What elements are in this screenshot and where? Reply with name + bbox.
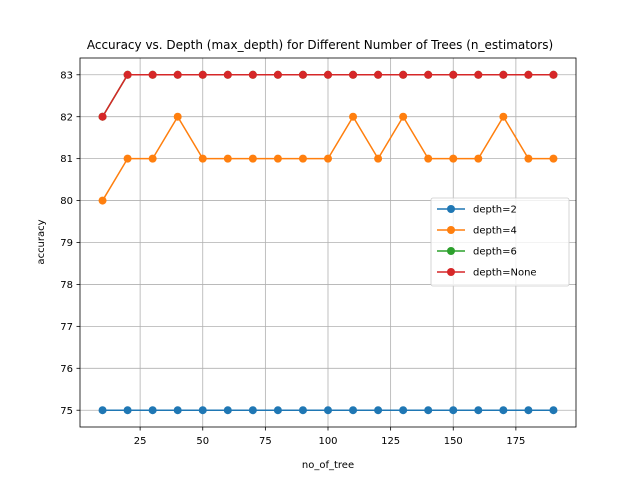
- data-point: [324, 70, 332, 79]
- data-point: [298, 154, 307, 163]
- data-point: [374, 154, 383, 163]
- legend-label: depth=None: [473, 268, 537, 279]
- data-point: [223, 406, 232, 415]
- data-point: [173, 406, 182, 415]
- data-point: [223, 154, 232, 163]
- data-point: [449, 154, 458, 163]
- data-point: [424, 154, 433, 163]
- data-point: [549, 154, 558, 163]
- data-point: [524, 154, 533, 163]
- data-point: [148, 70, 157, 79]
- data-point: [524, 70, 533, 79]
- legend-label: depth=6: [473, 247, 517, 258]
- data-point: [98, 406, 107, 415]
- legend-items: depth=2 depth=4 depth=6 depth=None: [437, 205, 537, 279]
- data-point: [298, 70, 307, 79]
- data-point: [349, 406, 358, 415]
- data-point: [324, 406, 332, 415]
- data-point: [273, 70, 282, 79]
- data-point: [198, 70, 207, 79]
- legend-label: depth=2: [473, 205, 517, 216]
- data-point: [399, 112, 408, 121]
- data-point: [98, 112, 107, 121]
- y-tick-label: 78: [60, 280, 73, 291]
- data-point: [198, 406, 207, 415]
- x-tick-label: 175: [506, 436, 525, 447]
- data-point: [474, 154, 483, 163]
- data-point: [449, 406, 458, 415]
- data-point: [123, 154, 132, 163]
- x-tick-label: 100: [318, 436, 337, 447]
- x-tick-label: 50: [196, 436, 209, 447]
- data-point: [248, 406, 257, 415]
- series-depth-4: [98, 112, 558, 205]
- data-point: [148, 406, 157, 415]
- data-point: [98, 196, 107, 205]
- series-depth-2: [98, 406, 558, 415]
- y-axis-label: accuracy: [36, 219, 47, 264]
- data-point: [248, 154, 257, 163]
- y-tick-label: 80: [60, 196, 73, 207]
- x-axis-label: no_of_tree: [302, 460, 354, 471]
- legend-item-depth-6: depth=6: [437, 247, 517, 258]
- x-tick-label: 125: [381, 436, 400, 447]
- data-point: [248, 70, 257, 79]
- data-point: [424, 406, 433, 415]
- x-axis-ticks: 25 50 75 100 125 150 175: [134, 427, 525, 447]
- legend-item-depth-none: depth=None: [437, 268, 537, 279]
- data-point: [324, 154, 332, 163]
- y-tick-label: 82: [60, 112, 73, 123]
- data-point: [298, 406, 307, 415]
- legend: depth=2 depth=4 depth=6 depth=None: [430, 197, 570, 287]
- x-tick-label: 25: [134, 436, 147, 447]
- legend-marker: [447, 205, 455, 213]
- series-depth-none: [98, 70, 558, 121]
- data-point: [424, 70, 433, 79]
- y-tick-label: 81: [60, 154, 73, 165]
- legend-marker: [447, 247, 455, 255]
- legend-marker: [447, 226, 455, 234]
- data-point: [273, 406, 282, 415]
- data-point: [549, 406, 558, 415]
- data-point: [349, 70, 358, 79]
- data-point: [374, 406, 383, 415]
- data-point: [499, 406, 508, 415]
- data-point: [474, 70, 483, 79]
- data-point: [123, 70, 132, 79]
- data-point: [173, 112, 182, 121]
- data-point: [449, 70, 458, 79]
- x-tick-label: 150: [444, 436, 463, 447]
- series-layer: [98, 70, 558, 415]
- y-axis-ticks: 75 76 77 78 79 80 81 82 83: [60, 70, 80, 417]
- data-point: [123, 406, 132, 415]
- data-point: [499, 70, 508, 79]
- y-tick-label: 77: [60, 322, 73, 333]
- legend-item-depth-2: depth=2: [437, 205, 517, 216]
- data-point: [349, 112, 358, 121]
- x-tick-label: 75: [259, 436, 272, 447]
- chart-title: Accuracy vs. Depth (max_depth) for Diffe…: [87, 38, 553, 52]
- data-point: [524, 406, 533, 415]
- data-point: [273, 154, 282, 163]
- data-point: [499, 112, 508, 121]
- data-point: [148, 154, 157, 163]
- y-tick-label: 79: [60, 238, 73, 249]
- data-point: [474, 406, 483, 415]
- y-tick-label: 83: [60, 70, 73, 81]
- data-point: [549, 70, 558, 79]
- legend-marker: [447, 268, 455, 276]
- legend-item-depth-4: depth=4: [437, 226, 517, 237]
- legend-box: [430, 197, 570, 287]
- legend-label: depth=4: [473, 226, 517, 237]
- data-point: [399, 406, 408, 415]
- y-tick-label: 75: [60, 406, 73, 417]
- data-point: [399, 70, 408, 79]
- y-tick-label: 76: [60, 364, 73, 375]
- data-point: [173, 70, 182, 79]
- data-point: [198, 154, 207, 163]
- data-point: [223, 70, 232, 79]
- data-point: [374, 70, 383, 79]
